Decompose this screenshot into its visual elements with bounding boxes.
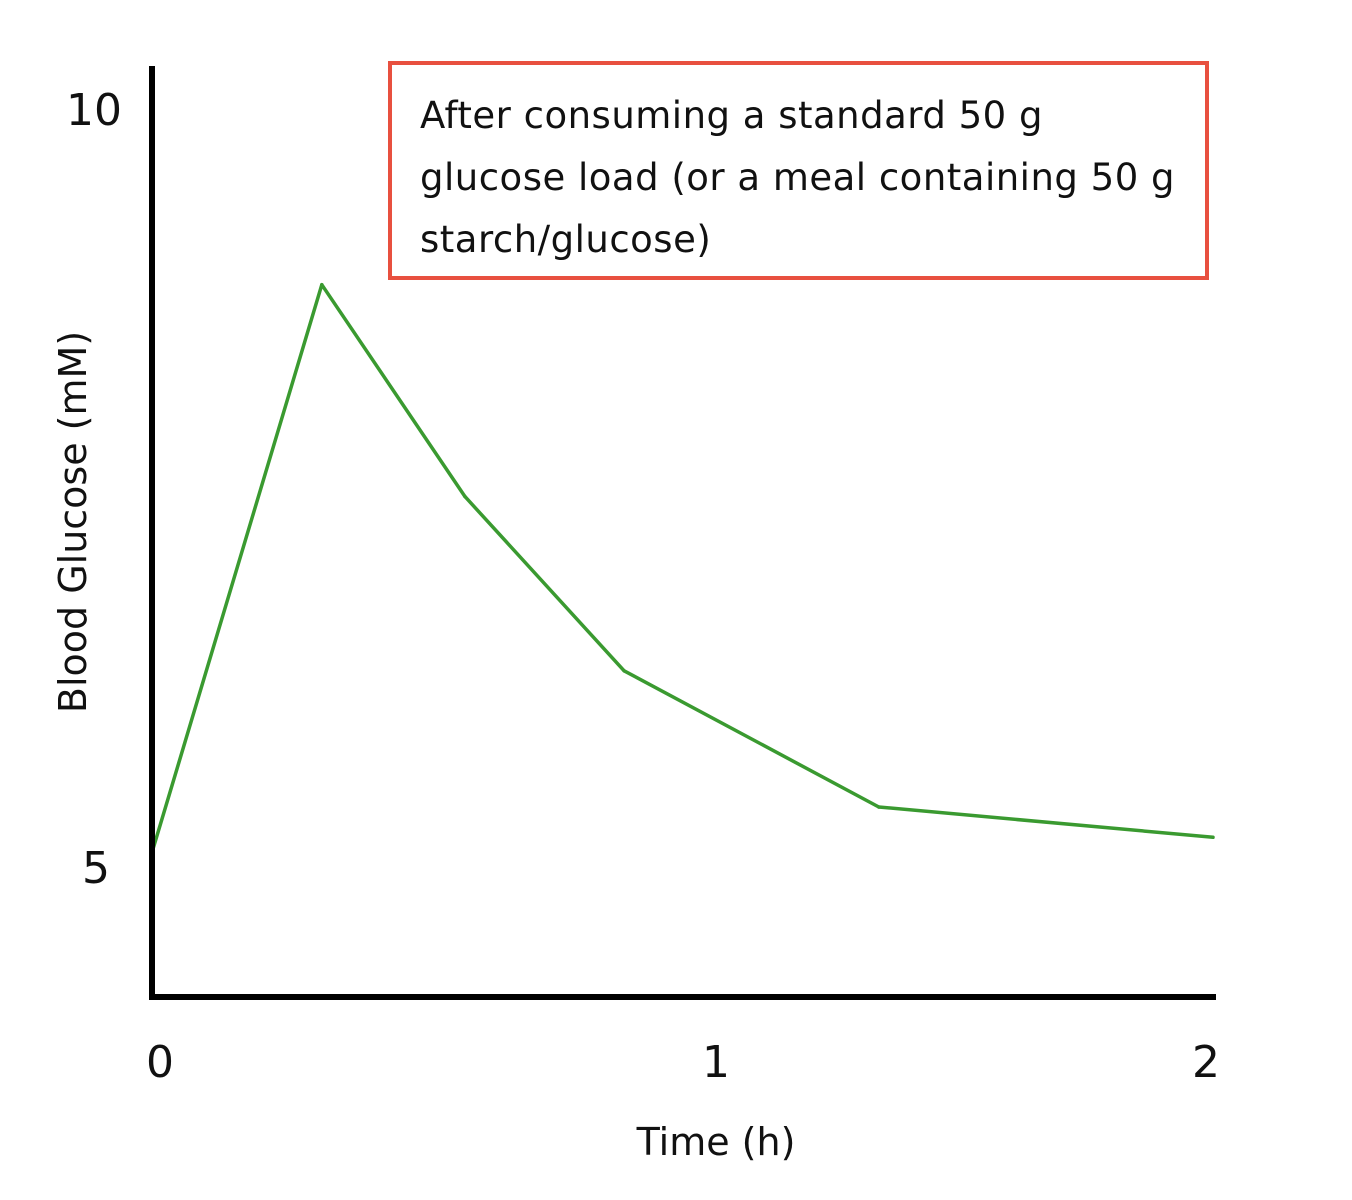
annotation-box: After consuming a standard 50 g glucose …: [388, 61, 1209, 280]
annotation-text: After consuming a standard 50 g glucose …: [420, 94, 1175, 261]
series-0-segment-3: [622, 669, 881, 809]
y-axis-title: Blood Glucose (mM): [51, 331, 95, 713]
plot-lines: [150, 282, 1215, 855]
series-0-segment-1: [320, 282, 467, 499]
x-axis-title: Time (h): [636, 1120, 796, 1164]
x-tick-label-0: 0: [146, 1037, 174, 1088]
y-tick-label-10: 10: [66, 85, 122, 136]
series-0-segment-2: [463, 494, 626, 673]
x-tick-label-2: 2: [1192, 1037, 1220, 1088]
x-tick-label-1: 1: [702, 1037, 730, 1088]
series-0-segment-4: [877, 805, 1215, 840]
series-0-segment-0: [150, 282, 324, 855]
y-tick-label-5: 5: [82, 843, 110, 894]
